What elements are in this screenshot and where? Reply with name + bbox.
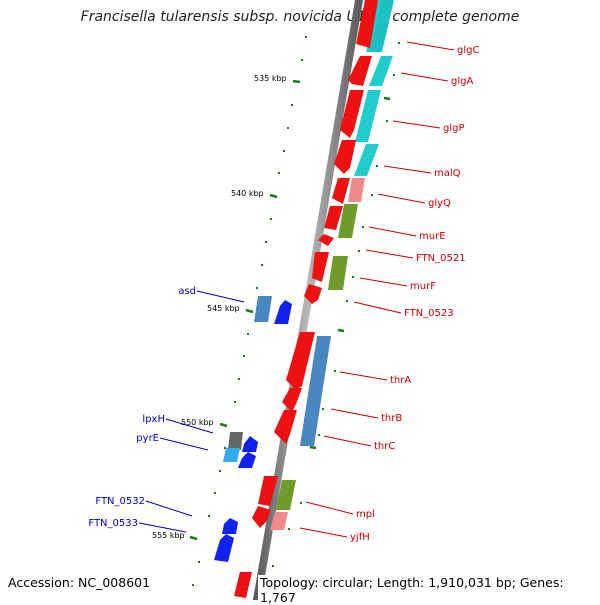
gene-label-FTN_0532[interactable]: FTN_0532: [95, 496, 145, 507]
scale-label: 545 kbp: [207, 304, 240, 313]
left-label-lines: [138, 290, 245, 533]
scale-label: 535 kbp: [254, 74, 287, 83]
gene-label-pyrE[interactable]: pyrE: [136, 433, 159, 444]
gene-label-thrA[interactable]: thrA: [390, 375, 411, 386]
scale-label: 540 kbp: [231, 189, 264, 198]
gene-label-lpxH[interactable]: lpxH: [142, 414, 165, 425]
gene-pyrE-arrow: [238, 452, 256, 468]
gene-label-FTN_0533[interactable]: FTN_0533: [88, 518, 138, 529]
gene-label-thrB[interactable]: thrB: [381, 413, 402, 424]
gene-FTN_0523-arrow: [304, 284, 322, 304]
gene-lpxH-arrow: [242, 436, 258, 452]
scale-label: 555 kbp: [152, 531, 185, 540]
gene-label-mpl[interactable]: mpl: [356, 509, 375, 520]
topology-text: Topology: circular; Length: 1,910,031 bp…: [258, 575, 600, 605]
forward-genes: [234, 0, 378, 598]
gene-label-asd[interactable]: asd: [178, 286, 196, 297]
gene-glgC-arrow: [356, 0, 378, 48]
gene-label-glgP[interactable]: glgP: [443, 123, 465, 134]
scale-dots: [192, 36, 400, 586]
gene-label-glgC[interactable]: glgC: [457, 45, 479, 56]
gene-thrA-arrow: [286, 332, 315, 390]
gene-label-murE[interactable]: murE: [419, 231, 446, 242]
right-gene-labels: glgC glgA glgP malQ glyQ murE FTN_0521 m…: [350, 45, 479, 543]
cog-track: [223, 0, 394, 530]
gene-FTN_0532-arrow: [222, 518, 238, 534]
reverse-genes: [214, 300, 292, 562]
accession-text: Accession: NC_008601: [6, 575, 153, 590]
scale-label: 550 kbp: [181, 418, 214, 427]
gene-FTN_0533-arrow: [214, 534, 234, 562]
gene-label-FTN_0521[interactable]: FTN_0521: [416, 253, 466, 264]
gene-label-yjfH[interactable]: yjfH: [350, 532, 370, 543]
gene-thrC-arrow: [274, 410, 297, 444]
gene-label-murF[interactable]: murF: [410, 281, 436, 292]
gene-FTN_0521-arrow: [318, 234, 334, 246]
gene-bottom-arrow: [234, 572, 252, 598]
gene-label-malQ[interactable]: malQ: [434, 168, 461, 179]
gene-glgA-arrow: [348, 56, 372, 86]
right-label-lines: [299, 41, 455, 538]
gene-label-FTN_0523[interactable]: FTN_0523: [404, 308, 454, 319]
gene-glgP-arrow: [340, 90, 364, 138]
gene-label-glgA[interactable]: glgA: [451, 76, 473, 87]
gene-label-glyQ[interactable]: glyQ: [428, 198, 451, 209]
scale-major-ticks: [189, 79, 391, 541]
gene-malQ-arrow: [334, 140, 356, 174]
scale-labels: 535 kbp 540 kbp 545 kbp 550 kbp 555 kbp: [152, 74, 287, 540]
left-gene-labels: asd lpxH pyrE FTN_0532 FTN_0533: [88, 286, 196, 529]
genome-title: Francisella tularensis subsp. novicida U…: [80, 9, 520, 25]
gene-thrB-arrow: [282, 388, 302, 412]
gene-mpl-arrow: [258, 476, 278, 506]
gene-label-thrC[interactable]: thrC: [374, 441, 395, 452]
gene-murF-arrow: [312, 252, 329, 282]
gene-glyQ-arrow: [332, 178, 350, 204]
gene-yjfH-arrow: [252, 506, 271, 528]
gene-asd-arrow: [274, 300, 292, 324]
gene-murE-arrow: [324, 206, 343, 230]
